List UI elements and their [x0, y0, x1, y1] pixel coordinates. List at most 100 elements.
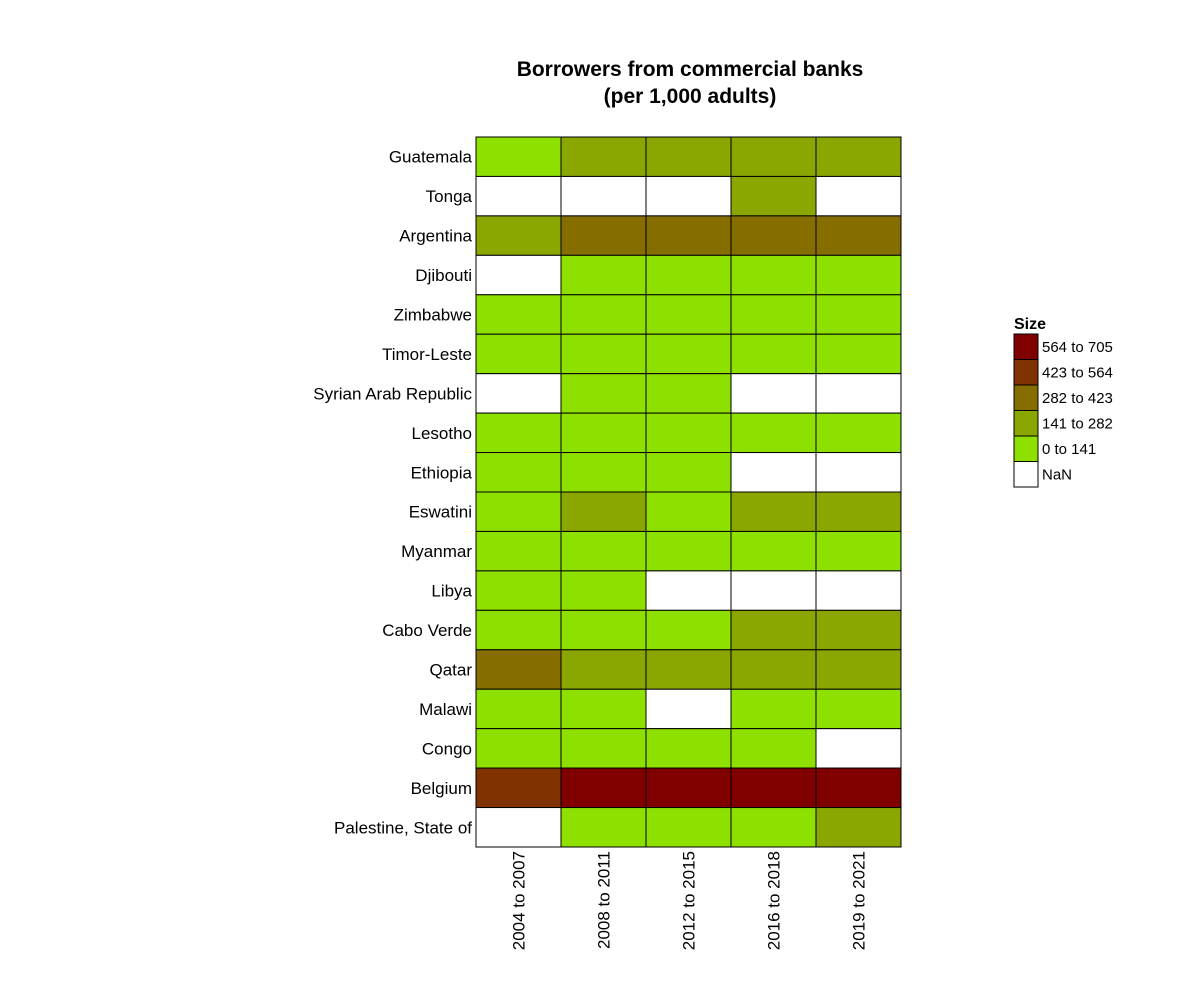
row-label: Tonga — [426, 187, 473, 206]
row-label: Palestine, State of — [334, 818, 472, 837]
legend: Size 564 to 705 423 to 564 282 to 423 141 t… — [1013, 316, 1113, 488]
heatmap-cell — [730, 807, 817, 848]
heatmap-cell — [730, 373, 817, 414]
heatmap-cell — [475, 491, 562, 532]
row-label: Guatemala — [389, 148, 473, 167]
row-label: Syrian Arab Republic — [313, 384, 472, 403]
heatmap-cell — [560, 294, 647, 335]
heatmap-cell — [645, 491, 732, 532]
row-label: Djibouti — [415, 266, 472, 285]
heatmap-cell — [815, 254, 902, 296]
heatmap-cell — [475, 570, 562, 611]
heatmap-cell — [475, 649, 562, 690]
heatmap-cell — [730, 728, 817, 769]
row-label: Myanmar — [401, 542, 472, 561]
heatmap-cell — [730, 688, 817, 730]
heatmap-cell — [645, 254, 732, 296]
heatmap-cell — [730, 649, 817, 690]
heatmap-cell — [645, 649, 732, 690]
legend-label: 0 to 141 — [1042, 441, 1096, 458]
heatmap-cell — [645, 728, 732, 769]
heatmap-cell — [560, 570, 647, 611]
heatmap-cell — [815, 807, 902, 848]
heatmap-cell — [560, 333, 647, 375]
heatmap-cell — [730, 767, 817, 809]
heatmap-cell — [815, 333, 902, 375]
heatmap-cell — [560, 728, 647, 769]
legend-title: Size — [1014, 316, 1046, 333]
heatmap-cell — [815, 728, 902, 769]
row-label: Congo — [422, 739, 472, 758]
heatmap-cell — [560, 254, 647, 296]
legend-swatch — [1013, 333, 1039, 360]
heatmap-cell — [475, 412, 562, 454]
heatmap-cell — [560, 767, 647, 809]
heatmap-cell — [645, 452, 732, 493]
legend-swatch — [1013, 359, 1039, 386]
heatmap-cell — [730, 412, 817, 454]
heatmap-cell — [815, 175, 902, 217]
legend-swatch — [1013, 461, 1039, 488]
heatmap-cell — [560, 649, 647, 690]
heatmap-cell — [560, 530, 647, 572]
chart-title: Borrowers from commercial banks — [517, 58, 864, 81]
heatmap-cell — [560, 136, 647, 177]
heatmap-cells — [475, 136, 902, 848]
legend-swatch — [1013, 384, 1039, 411]
heatmap-cell — [730, 491, 817, 532]
heatmap-cell — [730, 452, 817, 493]
heatmap-cell — [475, 373, 562, 414]
heatmap-cell — [645, 530, 732, 572]
heatmap-cell — [730, 175, 817, 217]
row-label: Zimbabwe — [394, 306, 472, 325]
heatmap-cell — [815, 294, 902, 335]
heatmap-cell — [560, 491, 647, 532]
heatmap-cell — [475, 333, 562, 375]
heatmap-cell — [730, 570, 817, 611]
row-label: Malawi — [419, 700, 472, 719]
heatmap-cell — [815, 570, 902, 611]
heatmap-cell — [815, 373, 902, 414]
heatmap-cell — [560, 609, 647, 651]
row-label: Cabo Verde — [382, 621, 472, 640]
heatmap-cell — [815, 688, 902, 730]
heatmap-cell — [475, 807, 562, 848]
heatmap-cell — [815, 649, 902, 690]
row-label: Ethiopia — [411, 463, 473, 482]
column-label: 2012 to 2015 — [680, 851, 699, 950]
heatmap-cell — [815, 491, 902, 532]
heatmap-cell — [815, 412, 902, 454]
heatmap-cell — [815, 530, 902, 572]
heatmap-cell — [815, 452, 902, 493]
heatmap-cell — [475, 452, 562, 493]
row-label: Eswatini — [409, 503, 472, 522]
legend-label: 564 to 705 — [1042, 339, 1113, 356]
heatmap-cell — [645, 767, 732, 809]
heatmap-cell — [560, 452, 647, 493]
heatmap-cell — [560, 175, 647, 217]
heatmap-cell — [645, 609, 732, 651]
heatmap-cell — [815, 767, 902, 809]
heatmap-cell — [645, 807, 732, 848]
legend-swatch — [1013, 435, 1039, 462]
legend-label: 282 to 423 — [1042, 390, 1113, 407]
legend-label: NaN — [1042, 466, 1072, 483]
heatmap-cell — [560, 215, 647, 256]
row-label: Argentina — [399, 227, 472, 246]
heatmap-cell — [645, 373, 732, 414]
row-label: Lesotho — [412, 424, 473, 443]
heatmap-cell — [730, 254, 817, 296]
heatmap-cell — [475, 294, 562, 335]
row-label: Timor-Leste — [382, 345, 472, 364]
legend-label: 423 to 564 — [1042, 364, 1113, 381]
heatmap-cell — [645, 412, 732, 454]
heatmap-cell — [475, 767, 562, 809]
legend-swatch — [1013, 410, 1039, 437]
heatmap-cell — [560, 373, 647, 414]
column-label: 2004 to 2007 — [510, 851, 529, 950]
heatmap-cell — [730, 530, 817, 572]
row-label: Libya — [431, 582, 472, 601]
chart-subtitle: (per 1,000 adults) — [604, 85, 777, 108]
heatmap-cell — [730, 609, 817, 651]
row-label: Belgium — [411, 779, 472, 798]
